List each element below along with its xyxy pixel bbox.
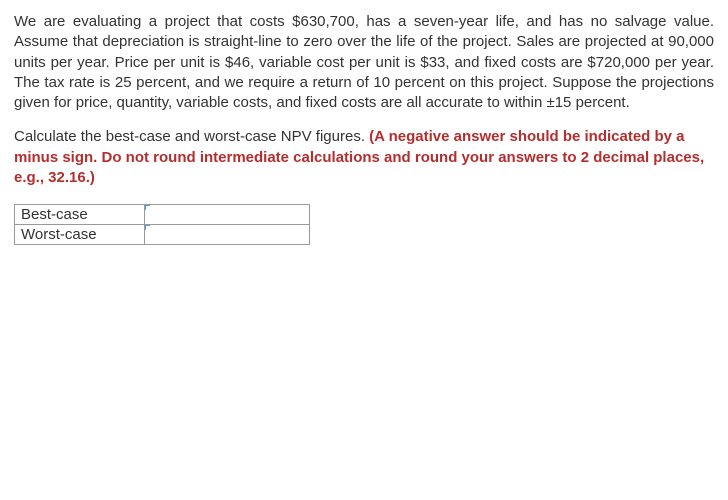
problem-text: We are evaluating a project that costs $… (14, 12, 714, 113)
instruction-plain: Calculate the best-case and worst-case N… (14, 128, 369, 145)
table-row: Worst-case (15, 225, 310, 245)
best-case-input-cell (145, 205, 310, 225)
worst-case-input[interactable] (151, 226, 303, 243)
best-case-label: Best-case (15, 205, 145, 225)
answer-table: Best-case Worst-case (14, 204, 310, 245)
best-case-input[interactable] (151, 206, 303, 223)
worst-case-label: Worst-case (15, 225, 145, 245)
worst-case-input-cell (145, 225, 310, 245)
table-row: Best-case (15, 205, 310, 225)
instruction-block: Calculate the best-case and worst-case N… (14, 127, 714, 188)
